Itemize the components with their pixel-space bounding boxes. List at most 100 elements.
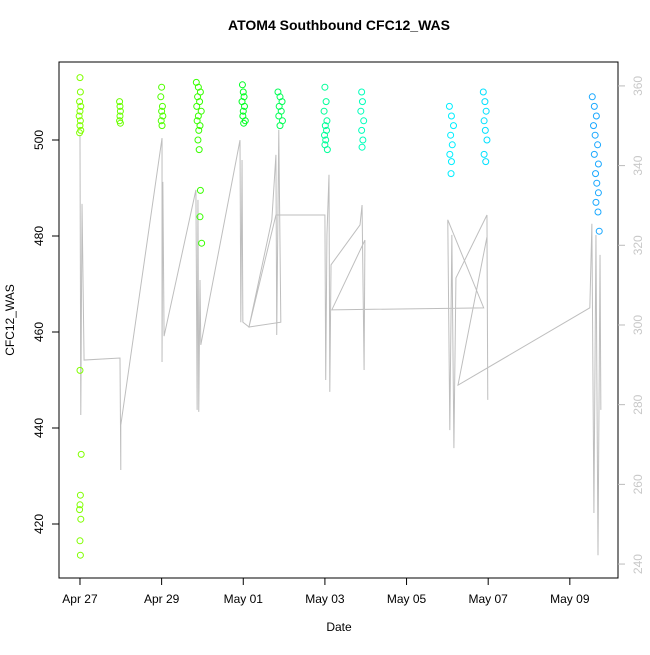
data-point — [195, 126, 203, 134]
data-point — [240, 102, 248, 110]
y-axis-label: CFC12_WAS — [3, 284, 17, 356]
data-point — [116, 119, 124, 127]
chart-title: ATOM4 Southbound CFC12_WAS — [228, 17, 450, 33]
data-point — [76, 107, 84, 115]
data-point — [158, 102, 166, 110]
data-point — [481, 98, 489, 106]
data-point — [483, 136, 491, 144]
data-point — [76, 366, 84, 374]
data-point — [321, 122, 329, 130]
data-point — [194, 136, 202, 144]
data-point — [194, 112, 202, 120]
x-tick-label: May 01 — [224, 592, 264, 606]
data-point — [193, 102, 201, 110]
data-point — [357, 107, 365, 115]
data-point — [320, 107, 328, 115]
data-point — [479, 88, 487, 96]
data-point — [595, 227, 603, 235]
data-point — [76, 491, 84, 499]
y2-tick-label: 240 — [631, 554, 645, 574]
data-point — [239, 88, 247, 96]
y2-tick-label: 360 — [631, 76, 645, 96]
data-point — [480, 117, 488, 125]
data-point — [275, 112, 283, 120]
data-point — [76, 117, 84, 125]
data-point — [198, 239, 206, 247]
x-axis-label: Date — [326, 620, 352, 634]
data-point — [482, 158, 490, 166]
data-point — [238, 81, 246, 89]
x-tick-label: May 05 — [387, 592, 427, 606]
data-point — [158, 83, 166, 91]
data-point — [195, 146, 203, 154]
data-point — [591, 131, 599, 139]
data-line — [79, 129, 602, 556]
data-point — [320, 131, 328, 139]
data-point — [322, 136, 330, 144]
data-point — [116, 112, 124, 120]
y2-tick-label: 340 — [631, 155, 645, 175]
data-point — [594, 141, 602, 149]
data-point — [77, 450, 85, 458]
plot-frame — [58, 61, 619, 579]
data-point — [358, 98, 366, 106]
data-point — [76, 122, 84, 130]
x-tick-label: Apr 29 — [144, 592, 180, 606]
data-point — [358, 126, 366, 134]
data-point — [592, 198, 600, 206]
data-point — [196, 122, 204, 130]
data-point — [77, 515, 85, 523]
data-point — [447, 112, 455, 120]
x-tick-label: May 03 — [305, 592, 345, 606]
data-point — [448, 141, 456, 149]
x-tick-label: May 07 — [469, 592, 509, 606]
data-point — [592, 112, 600, 120]
data-point — [323, 117, 331, 125]
data-point — [588, 93, 596, 101]
data-point — [447, 131, 455, 139]
data-point — [480, 150, 488, 158]
data-point — [593, 179, 601, 187]
data-point — [76, 501, 84, 509]
data-point — [159, 112, 167, 120]
data-point — [76, 551, 84, 559]
y2-tick-label: 280 — [631, 394, 645, 414]
data-point — [590, 122, 598, 130]
data-point — [445, 102, 453, 110]
data-point — [594, 208, 602, 216]
data-point — [590, 150, 598, 158]
data-point — [116, 102, 124, 110]
data-point — [157, 93, 165, 101]
y2-tick-label: 300 — [631, 315, 645, 335]
data-point — [116, 98, 124, 106]
y-tick-label: 500 — [32, 130, 46, 150]
data-point — [321, 83, 329, 91]
data-point — [358, 143, 366, 151]
y2-tick-label: 320 — [631, 235, 645, 255]
data-point — [358, 88, 366, 96]
data-point — [447, 158, 455, 166]
x-tick-label: May 09 — [550, 592, 590, 606]
data-point — [594, 189, 602, 197]
data-point — [446, 150, 454, 158]
data-point — [158, 122, 166, 130]
data-point — [76, 88, 84, 96]
y2-tick-label: 260 — [631, 474, 645, 494]
y-tick-label: 440 — [32, 418, 46, 438]
data-point — [276, 122, 284, 130]
data-point — [592, 170, 600, 178]
data-point — [75, 112, 83, 120]
data-point — [76, 537, 84, 545]
data-point — [240, 119, 248, 127]
data-point — [449, 122, 457, 130]
data-point — [116, 107, 124, 115]
data-point — [76, 129, 84, 137]
data-point — [76, 506, 84, 514]
data-point — [76, 98, 84, 106]
data-point — [359, 136, 367, 144]
data-point — [590, 102, 598, 110]
y-tick-label: 480 — [32, 226, 46, 246]
data-point — [196, 186, 204, 194]
data-point — [360, 117, 368, 125]
